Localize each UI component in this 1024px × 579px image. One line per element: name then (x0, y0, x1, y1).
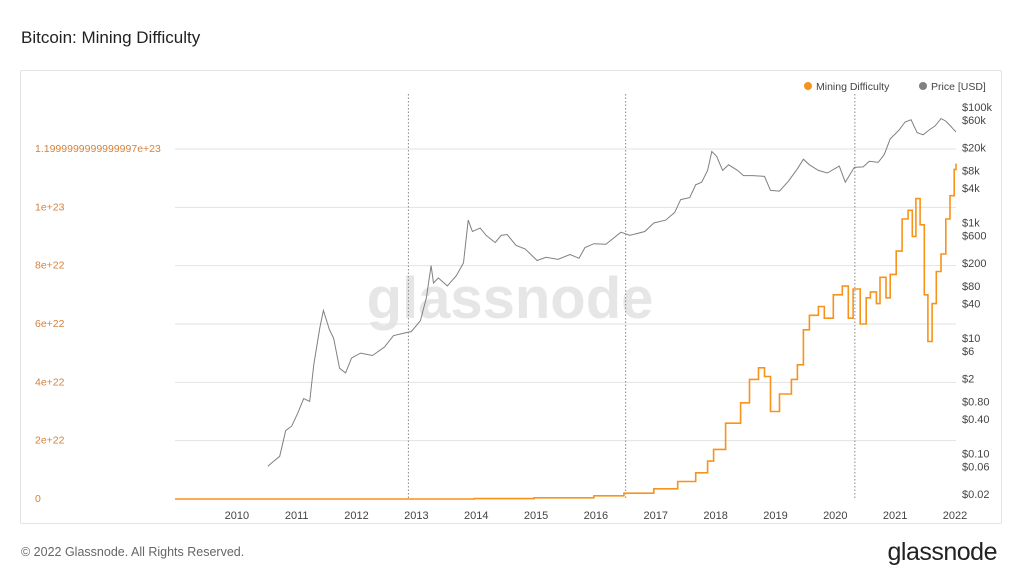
x-tick-label: 2016 (584, 510, 608, 522)
y-right-tick-label: $60k (962, 115, 986, 127)
x-tick-label: 2019 (763, 510, 787, 522)
x-tick-label: 2017 (644, 510, 668, 522)
x-tick-label: 2020 (823, 510, 847, 522)
y-right-tick-label: $0.10 (962, 449, 990, 461)
y-right-tick-label: $40 (962, 298, 980, 310)
y-right-tick-label: $2 (962, 373, 974, 385)
series-price-line (267, 117, 957, 467)
legend: Mining Difficulty Price [USD] (804, 81, 986, 93)
series-mining-difficulty-line (175, 163, 957, 500)
y-left-tick-label: 1.1999999999999997e+23 (35, 143, 161, 155)
x-tick-label: 2015 (524, 510, 548, 522)
y-right-tick-label: $6 (962, 346, 974, 358)
y-right-tick-label: $600 (962, 230, 986, 242)
y-left-tick-label: 0 (35, 493, 41, 505)
copyright-footer: © 2022 Glassnode. All Rights Reserved. (21, 545, 245, 559)
x-tick-label: 2021 (883, 510, 907, 522)
legend-label-price[interactable]: Price [USD] (931, 81, 986, 93)
legend-marker-price[interactable] (919, 82, 927, 90)
page-title: Bitcoin: Mining Difficulty (21, 28, 201, 47)
x-tick-label: 2018 (703, 510, 727, 522)
y-right-tick-label: $200 (962, 258, 986, 270)
y-right-tick-label: $4k (962, 183, 980, 195)
chart-frame (20, 70, 1002, 524)
legend-marker-difficulty[interactable] (804, 82, 812, 90)
x-tick-label: 2011 (285, 510, 309, 522)
y-right-tick-label: $80 (962, 281, 980, 293)
y-right-tick-label: $20k (962, 142, 986, 154)
y-left-tick-label: 8e+22 (35, 260, 65, 272)
y-right-tick-label: $0.02 (962, 489, 990, 501)
glassnode-logo[interactable]: glassnode (887, 538, 998, 566)
watermark: glassnode (367, 266, 654, 331)
x-tick-label: 2010 (225, 510, 249, 522)
y-left-tick-label: 2e+22 (35, 435, 65, 447)
legend-label-difficulty[interactable]: Mining Difficulty (816, 81, 890, 93)
x-tick-label: 2012 (344, 510, 368, 522)
y-right-tick-label: $100k (962, 102, 992, 114)
y-left-tick-label: 1e+23 (35, 201, 65, 213)
y-right-tick-label: $0.80 (962, 396, 990, 408)
x-tick-label: 2013 (404, 510, 428, 522)
y-right-tick-label: $0.06 (962, 461, 990, 473)
y-left-tick-label: 6e+22 (35, 318, 65, 330)
y-right-tick-label: $10 (962, 333, 980, 345)
x-tick-label: 2022 (943, 510, 967, 522)
y-right-tick-label: $1k (962, 218, 980, 230)
y-right-tick-label: $8k (962, 165, 980, 177)
y-left-tick-label: 4e+22 (35, 376, 65, 388)
y-right-tick-label: $0.40 (962, 414, 990, 426)
x-tick-label: 2014 (464, 510, 488, 522)
